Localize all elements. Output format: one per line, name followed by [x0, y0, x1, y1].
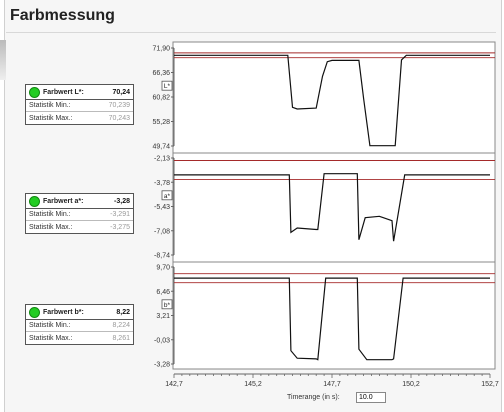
value-a: -3,28 [114, 197, 130, 205]
stat-max-label: Statistik Max.: [29, 223, 73, 231]
x-tick-label: 152,7 [481, 381, 499, 388]
x-tick-label: 150,2 [402, 381, 420, 388]
value-row-a: Farbwert a*: -3,28 [26, 194, 133, 209]
y-tick-label: 6,46 [156, 289, 170, 296]
stat-max-label: Statistik Max.: [29, 334, 73, 342]
stat-min-value: -3,291 [110, 211, 130, 218]
y-tick-label: 71,90 [152, 46, 170, 53]
value-l: 70,24 [112, 88, 130, 96]
series-line [174, 54, 490, 147]
stat-max-label: Statistik Max.: [29, 114, 73, 122]
status-ok-icon [29, 195, 40, 207]
page-title: Farbmessung [10, 7, 115, 24]
stat-min-label: Statistik Min.: [29, 211, 71, 218]
stat-min-row-b: Statistik Min.: 8,224 [26, 320, 133, 332]
axis-label: b* [164, 302, 171, 309]
axis-label-box [161, 299, 173, 310]
y-tick-label: 49,74 [152, 144, 170, 151]
info-box-a: Farbwert a*: -3,28 Statistik Min.: -3,29… [25, 193, 134, 234]
status-ok-icon [29, 86, 40, 98]
x-tick-label: 147,7 [323, 381, 341, 388]
stat-min-value: 8,224 [112, 322, 130, 329]
stat-min-row-a: Statistik Min.: -3,291 [26, 209, 133, 221]
x-tick-label: 142,7 [165, 381, 183, 388]
x-tick-label: 145,2 [244, 381, 262, 388]
stat-min-label: Statistik Min.: [29, 322, 71, 329]
stat-max-value: -3,275 [110, 223, 130, 231]
series-line [174, 277, 490, 361]
status-ok-icon [29, 306, 40, 318]
axis-label: a* [164, 193, 171, 200]
y-tick-label: -3,78 [154, 180, 170, 187]
y-tick-label: -0,03 [154, 337, 170, 344]
stat-max-value: 70,243 [108, 114, 130, 122]
series-line [174, 173, 490, 242]
window-edge-shadow [0, 40, 6, 80]
axis-label-box [161, 190, 173, 201]
value-b: 8,22 [116, 308, 130, 316]
value-label-b: Farbwert b*: [43, 308, 84, 316]
y-tick-label: 3,21 [156, 313, 170, 320]
y-tick-label: 55,28 [152, 119, 170, 126]
stat-min-value: 70,239 [108, 102, 130, 109]
value-row-b: Farbwert b*: 8,22 [26, 305, 133, 320]
value-label-a: Farbwert a*: [43, 197, 84, 205]
stat-max-row-b: Statistik Max.: 8,261 [26, 332, 133, 344]
y-tick-label: -8,74 [154, 253, 170, 260]
info-box-l: Farbwert L*: 70,24 Statistik Min.: 70,23… [25, 84, 134, 125]
y-tick-label: -2,13 [154, 156, 170, 163]
stat-max-row-a: Statistik Max.: -3,275 [26, 221, 133, 233]
timerange-input[interactable] [356, 392, 386, 403]
axis-label-box [161, 80, 173, 91]
stat-max-row-l: Statistik Max.: 70,243 [26, 112, 133, 124]
timerange-label: Timerange (in s): [287, 394, 340, 401]
info-box-b: Farbwert b*: 8,22 Statistik Min.: 8,224 … [25, 304, 134, 345]
axis-label: L* [164, 83, 171, 90]
y-tick-label: -3,28 [154, 362, 170, 369]
value-row-l: Farbwert L*: 70,24 [26, 85, 133, 100]
stat-max-value: 8,261 [112, 334, 130, 342]
value-label-l: Farbwert L*: [43, 88, 84, 96]
y-tick-label: -5,43 [154, 204, 170, 211]
y-tick-label: 60,82 [152, 95, 170, 102]
title-divider [6, 32, 496, 33]
chart-frame [172, 41, 496, 370]
stat-min-row-l: Statistik Min.: 70,239 [26, 100, 133, 112]
stat-min-label: Statistik Min.: [29, 102, 71, 109]
y-tick-label: 66,36 [152, 70, 170, 77]
y-tick-label: 9,70 [156, 265, 170, 272]
y-tick-label: -7,08 [154, 228, 170, 235]
